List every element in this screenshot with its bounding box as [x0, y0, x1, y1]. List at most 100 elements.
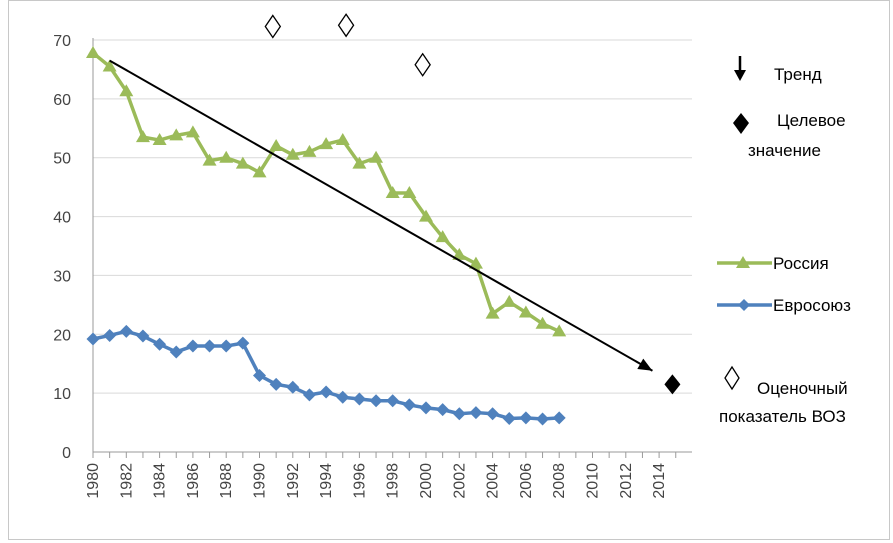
- x-tick-label: 2000: [418, 463, 435, 499]
- data-point-diamond: [436, 403, 450, 417]
- legend-who-label-line1: Оценочный: [757, 379, 848, 398]
- x-tick-label: 2008: [551, 463, 568, 499]
- data-point-triangle: [552, 324, 567, 337]
- data-point-diamond: [169, 345, 183, 359]
- data-point-triangle: [435, 230, 450, 243]
- legend-russia-label: Россия: [773, 254, 829, 273]
- data-point-triangle: [119, 84, 134, 97]
- data-point-triangle: [502, 294, 517, 307]
- target-diamond-icon: [733, 113, 749, 134]
- y-tick-label: 0: [62, 445, 71, 462]
- legend-who-label-line2: показатель ВОЗ: [719, 407, 846, 426]
- data-point-diamond: [486, 407, 500, 421]
- diamond-marker-icon: [738, 299, 750, 311]
- series-layer: [86, 45, 567, 426]
- x-tick-label: 1996: [351, 463, 368, 499]
- data-point-diamond: [502, 411, 516, 425]
- data-point-diamond: [469, 406, 483, 420]
- x-tick-label: 1992: [285, 463, 302, 499]
- x-tick-label: 2002: [451, 463, 468, 499]
- data-point-triangle: [219, 150, 234, 163]
- x-tick-label: 2004: [485, 463, 502, 499]
- annotations-layer: [109, 13, 681, 395]
- data-point-triangle: [369, 150, 384, 163]
- trend-arrowhead-icon: [734, 70, 746, 81]
- data-point-triangle: [385, 186, 400, 199]
- y-tick-label: 50: [53, 151, 71, 168]
- data-point-diamond: [236, 336, 250, 350]
- triangle-marker-icon: [736, 256, 750, 268]
- data-point-diamond: [452, 407, 466, 421]
- data-point-diamond: [369, 394, 383, 408]
- x-tick-label: 1984: [152, 463, 169, 499]
- x-tick-label: 2010: [585, 463, 602, 499]
- series-line-0: [91, 51, 560, 333]
- data-point-triangle: [285, 147, 300, 160]
- data-point-diamond: [153, 337, 167, 351]
- data-point-triangle: [102, 59, 117, 72]
- data-point-diamond: [219, 339, 233, 353]
- data-point-triangle: [269, 138, 284, 151]
- data-point-diamond: [302, 388, 316, 402]
- data-point-triangle: [202, 153, 217, 166]
- data-point-triangle: [419, 209, 433, 222]
- data-point-diamond: [319, 385, 333, 399]
- data-point-triangle: [452, 247, 467, 260]
- legend-target: Целевое значение: [733, 111, 846, 160]
- data-point-triangle: [185, 125, 200, 138]
- data-point-triangle: [252, 165, 267, 178]
- who-estimate-point: [414, 52, 431, 77]
- data-point-triangle: [468, 256, 483, 269]
- x-tick-label: 1990: [252, 463, 269, 499]
- data-point-triangle: [302, 144, 317, 157]
- y-tick-label: 20: [53, 327, 71, 344]
- x-tick-label: 2006: [518, 463, 535, 499]
- data-point-diamond: [536, 412, 550, 426]
- data-point-triangle: [152, 133, 167, 146]
- data-point-diamond: [552, 411, 566, 425]
- x-tick-label: 1994: [318, 463, 335, 499]
- legend-eu-label: Евросоюз: [773, 296, 851, 315]
- data-point-triangle: [319, 137, 334, 150]
- data-point-triangle: [402, 186, 417, 199]
- data-point-diamond: [519, 411, 533, 425]
- x-tick-label: 1982: [118, 463, 135, 499]
- data-point-triangle: [535, 316, 550, 329]
- legend-trend-label: Тренд: [774, 65, 822, 84]
- who-diamond-icon: [724, 365, 740, 391]
- data-point-diamond: [352, 392, 366, 406]
- gridlines: [92, 38, 692, 458]
- chart-frame: 0 10 20 30 40 50 60 70 1980 1982 1984 1986 1988 1990…: [8, 0, 890, 540]
- data-point-diamond: [286, 380, 300, 394]
- y-tick-labels: 0 10 20 30 40 50 60 70: [53, 33, 71, 462]
- data-point-diamond: [269, 377, 283, 391]
- y-tick-label: 40: [53, 210, 71, 227]
- data-point-triangle: [485, 306, 500, 319]
- y-tick-label: 70: [53, 33, 71, 50]
- target-point: [664, 374, 681, 395]
- data-point-diamond: [402, 398, 416, 412]
- who-estimate-point: [264, 14, 282, 39]
- data-point-diamond: [136, 329, 150, 343]
- data-point-triangle: [352, 156, 367, 169]
- x-tick-label: 2014: [651, 463, 668, 499]
- x-tick-label: 1998: [385, 463, 402, 499]
- data-point-triangle: [169, 128, 184, 141]
- x-tick-label: 2012: [618, 463, 635, 499]
- x-tick-label: 1980: [85, 463, 102, 499]
- legend-who: Оценочный показатель ВОЗ: [719, 365, 848, 426]
- who-estimate-point: [337, 13, 355, 38]
- legend-eu: Евросоюз: [717, 296, 851, 315]
- data-point-diamond: [186, 339, 200, 353]
- data-point-triangle: [518, 305, 533, 318]
- x-tick-labels: 1980 1982 1984 1986 1988 1990 1992 1994 1996 1998…: [85, 463, 668, 499]
- data-point-diamond: [86, 332, 100, 346]
- trend-line: [109, 59, 653, 372]
- data-point-diamond: [386, 394, 400, 408]
- data-point-diamond: [119, 324, 133, 338]
- legend-trend: Тренд: [734, 56, 822, 84]
- data-point-diamond: [336, 390, 350, 404]
- legend-russia: Россия: [717, 254, 829, 273]
- data-point-triangle: [135, 130, 150, 143]
- y-tick-label: 10: [53, 386, 71, 403]
